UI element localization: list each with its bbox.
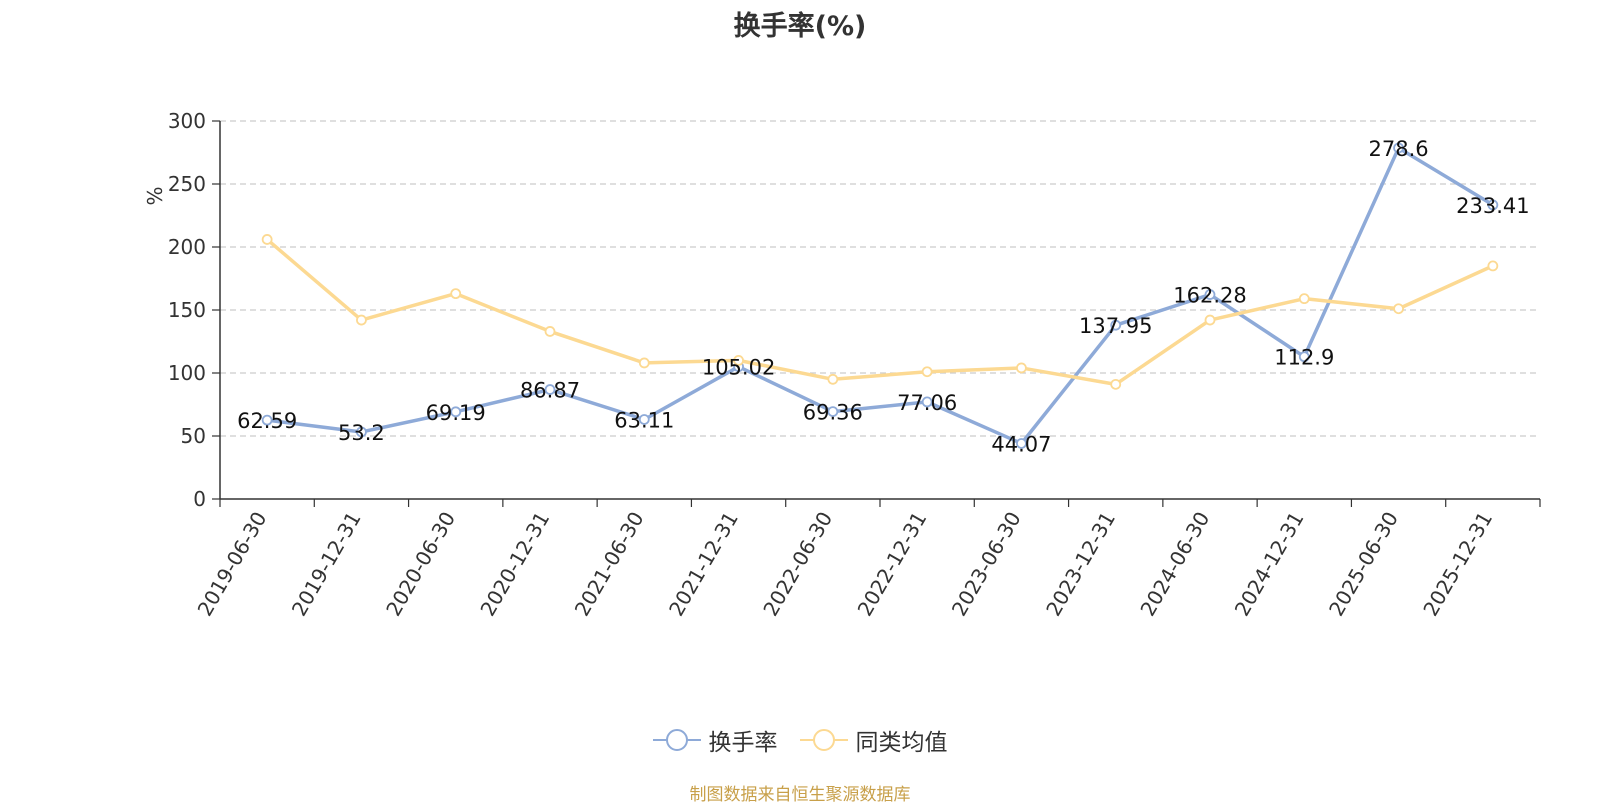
series-line-2 (266, 238, 1494, 387)
data-point (827, 406, 839, 418)
data-label: 77.06 (897, 391, 957, 415)
y-tick-label: 250 (168, 172, 206, 196)
data-label: 137.95 (1079, 314, 1152, 338)
data-point (1204, 289, 1216, 300)
data-point (638, 357, 650, 369)
data-point (733, 354, 744, 366)
legend: 换手率 同类均值 (0, 722, 1600, 758)
y-tick-label: 300 (168, 109, 206, 133)
data-label: 44.07 (991, 432, 1051, 456)
data-point (1393, 303, 1404, 315)
x-tick-label: 2023-06-30 (947, 508, 1026, 621)
data-point (1016, 438, 1027, 449)
data-label: 162.28 (1173, 284, 1246, 308)
legend-label-peer-average: 同类均值 (855, 730, 948, 756)
legend-item-peer-average[interactable]: 同类均值 (799, 723, 948, 757)
data-label: 112.9 (1274, 346, 1334, 370)
data-label: 278.6 (1369, 137, 1429, 161)
x-tick-label: 2019-06-30 (193, 508, 272, 621)
data-point (1298, 293, 1310, 305)
data-point (827, 373, 839, 385)
data-point (1110, 319, 1122, 331)
y-tick-label: 150 (168, 298, 206, 322)
data-point (1487, 199, 1499, 211)
data-point (1016, 362, 1027, 374)
data-point (1298, 351, 1310, 363)
x-tick-label: 2024-06-30 (1135, 508, 1214, 621)
series-line-1 (266, 146, 1494, 446)
data-point (1204, 314, 1216, 326)
legend-item-turnover[interactable]: 换手率 (652, 723, 778, 757)
data-label: 233.41 (1456, 194, 1529, 218)
data-point (544, 326, 556, 337)
x-tick-label: 2024-12-31 (1230, 508, 1309, 621)
data-point (1487, 260, 1499, 272)
data-point (356, 314, 367, 326)
data-point (921, 396, 933, 408)
data-point (638, 414, 650, 425)
x-tick-label: 2021-12-31 (664, 508, 743, 621)
data-point (544, 384, 556, 395)
data-point (921, 366, 933, 378)
x-tick-label: 2021-06-30 (570, 508, 649, 621)
data-point (1393, 142, 1404, 154)
data-point (356, 426, 367, 438)
y-tick-label: 50 (181, 424, 206, 448)
data-point (450, 406, 462, 418)
y-tick-label: 0 (193, 487, 206, 511)
data-point (1110, 378, 1122, 390)
x-tick-label: 2022-06-30 (758, 508, 837, 621)
legend-label-turnover: 换手率 (708, 730, 778, 756)
data-label: 62.59 (237, 409, 297, 433)
chart-title: 换手率(%) (733, 11, 867, 42)
y-tick-label: 100 (168, 361, 206, 385)
data-label: 105.02 (702, 356, 775, 380)
grid-lines (220, 120, 1540, 437)
data-label: 69.36 (803, 401, 863, 425)
data-point (450, 288, 462, 300)
x-tick-label: 2025-12-31 (1418, 508, 1497, 621)
x-tick-label: 2023-12-31 (1041, 508, 1120, 621)
y-axis-unit-label: % (143, 186, 167, 205)
series-lines (261, 142, 1499, 449)
data-label: 53.2 (338, 421, 385, 445)
data-label: 63.11 (614, 408, 674, 432)
data-labels: 62.59 53.2 69.19 86.87 63.11 105.02 69.36 77.06… (237, 137, 1530, 457)
data-point (261, 234, 273, 245)
x-tick-label: 2022-12-31 (853, 507, 932, 620)
x-tick-label: 2025-06-30 (1324, 508, 1403, 621)
source-note: 制图数据来自恒生聚源数据库 (689, 785, 911, 805)
data-label: 86.87 (520, 379, 580, 403)
legend-marker-peer-average (799, 727, 848, 753)
x-tick-label: 2020-06-30 (381, 508, 460, 621)
data-point (261, 414, 273, 426)
x-tick-label: 2020-12-31 (475, 508, 554, 621)
x-tick-label: 2019-12-31 (287, 508, 366, 621)
data-label: 69.19 (426, 401, 486, 425)
legend-marker-turnover (652, 727, 701, 753)
y-tick-label: 200 (168, 235, 206, 259)
